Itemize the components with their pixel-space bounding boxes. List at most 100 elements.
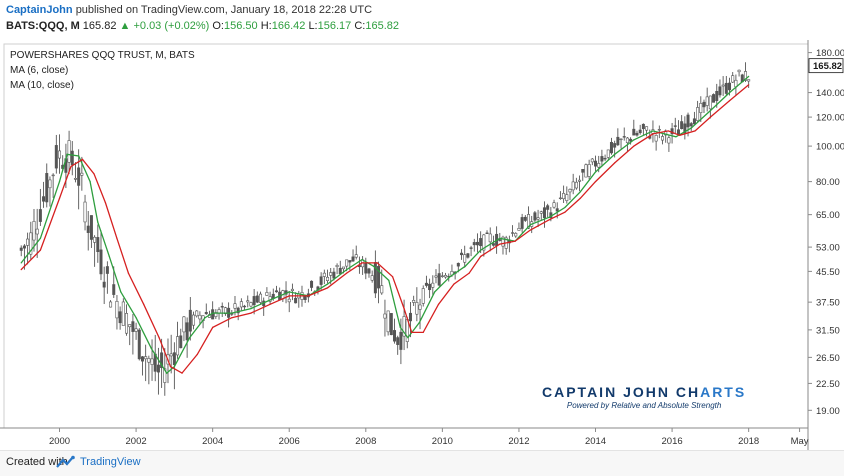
price-bar-body — [182, 316, 186, 333]
brand-title-part1: CAPTAIN JOHN CH — [542, 384, 701, 400]
low-value: 156.17 — [317, 20, 352, 32]
legend-ma10[interactable]: MA (10, close) — [10, 80, 74, 91]
price-bar-body — [609, 141, 613, 154]
brand-subtitle: Powered by Relative and Absolute Strengt… — [566, 401, 722, 410]
price-bar-body — [341, 266, 345, 270]
y-tick-label: 65.00 — [816, 210, 840, 221]
price-bar-body — [380, 285, 384, 294]
price-bar-body — [109, 301, 113, 308]
ma6-line-point — [66, 153, 68, 155]
price-bar-body — [236, 307, 240, 314]
price-chart[interactable]: 180.00 140.00 120.00 100.00 80.00 65.00 53.00 4… — [0, 40, 844, 450]
price-bar-body — [418, 304, 422, 310]
price-bar-body — [121, 301, 125, 326]
price-bar-body — [322, 272, 326, 277]
price-bar-body — [565, 194, 569, 201]
price-bar-body — [472, 242, 476, 246]
price-bar-body — [412, 299, 416, 303]
ma10-line-point — [346, 272, 348, 274]
price-bar-body — [479, 238, 483, 247]
low-label: L: — [308, 20, 318, 32]
price-bar-body — [364, 263, 368, 274]
y-tick-label: 22.50 — [816, 379, 840, 390]
ma6-line-point — [633, 139, 635, 141]
ma10-line[interactable] — [20, 84, 750, 374]
legend-ma6[interactable]: MA (6, close) — [10, 65, 69, 76]
ma6-line-point — [20, 262, 22, 264]
price-bar-body — [348, 260, 352, 263]
price-bar-body — [393, 330, 397, 342]
ma10-line-point — [679, 134, 681, 136]
price-bar-body — [115, 301, 119, 319]
price-bar-body — [469, 247, 473, 249]
price-bar-body — [160, 352, 164, 369]
price-bar-body — [555, 208, 559, 212]
price-bar-body — [233, 303, 237, 309]
price-bar-body — [287, 298, 291, 303]
publish-info: published on TradingView.com, January 18… — [75, 4, 373, 16]
price-bar-body — [456, 262, 460, 267]
price-bar-body — [673, 125, 677, 127]
price-bar-body — [102, 281, 106, 288]
ma6-line-point — [204, 317, 206, 319]
price-bar-body — [310, 280, 314, 288]
price-bar-body — [514, 233, 518, 237]
close-label: C: — [354, 20, 366, 32]
price-bar-body — [622, 136, 626, 138]
price-bar-body — [466, 253, 470, 258]
ma10-line-point — [748, 84, 750, 86]
legend-title: POWERSHARES QQQ TRUST, M, BATS — [10, 50, 195, 61]
tradingview-link[interactable]: TradingView — [80, 456, 141, 468]
up-arrow-icon: ▲ — [119, 20, 131, 32]
ma10-line-point — [93, 173, 95, 175]
price-bar-body — [523, 216, 527, 221]
ma10-line-point — [169, 366, 172, 368]
price-bar-body — [144, 356, 148, 360]
price-bar-body — [485, 232, 489, 234]
price-bar-body — [542, 207, 546, 219]
price-bar-body — [338, 267, 342, 275]
price-bar-body — [265, 292, 269, 296]
price-change: +0.03 (+0.02%) — [133, 20, 210, 32]
price-bar-body — [274, 290, 278, 293]
ma10-line-point — [411, 331, 413, 334]
open-value: 156.50 — [224, 20, 258, 32]
ma6-line-point — [135, 317, 137, 319]
price-bar-body — [163, 368, 167, 383]
price-bar-body — [715, 90, 719, 101]
price-bar-body — [721, 84, 725, 87]
ma10-line-point — [58, 197, 61, 199]
ma6-line-point — [529, 224, 532, 226]
price-bar-body — [332, 271, 336, 279]
price-bar-body — [574, 181, 578, 189]
quote-line: BATS:QQQ, M 165.82 ▲ +0.03 (+0.02%) O:15… — [6, 20, 399, 32]
ma10-line-point — [480, 255, 482, 257]
price-bar-body — [399, 331, 403, 350]
price-bar-body — [345, 259, 349, 267]
author-link[interactable]: CaptainJohn — [6, 4, 73, 16]
price-bar-body — [616, 136, 620, 146]
price-bar-body — [294, 297, 298, 304]
price-bar-body — [539, 211, 543, 214]
price-bar-body — [80, 172, 84, 176]
price-bar-body — [377, 266, 381, 289]
ma6-line-point — [173, 366, 175, 368]
price-bar-body — [67, 140, 71, 163]
price-bar-body — [198, 314, 202, 320]
ma10-line-point — [529, 229, 532, 231]
y-tick-label: 37.50 — [816, 298, 840, 309]
price-bar-body — [689, 123, 693, 127]
price-bar-body — [619, 138, 623, 141]
price-bar-body — [629, 138, 633, 142]
ma10-line-point — [614, 162, 616, 164]
price-bar-body — [169, 353, 173, 357]
tradingview-logo-icon[interactable] — [56, 455, 76, 471]
created-with-label: Created with — [6, 456, 68, 468]
ma6-line-point — [388, 279, 390, 281]
price-bar-body — [638, 129, 642, 134]
ma6-line-point — [652, 130, 654, 132]
price-bar-body — [86, 225, 90, 233]
ma6-line-point — [189, 337, 191, 339]
price-bar-body — [546, 205, 550, 210]
price-bar-body — [192, 314, 196, 326]
